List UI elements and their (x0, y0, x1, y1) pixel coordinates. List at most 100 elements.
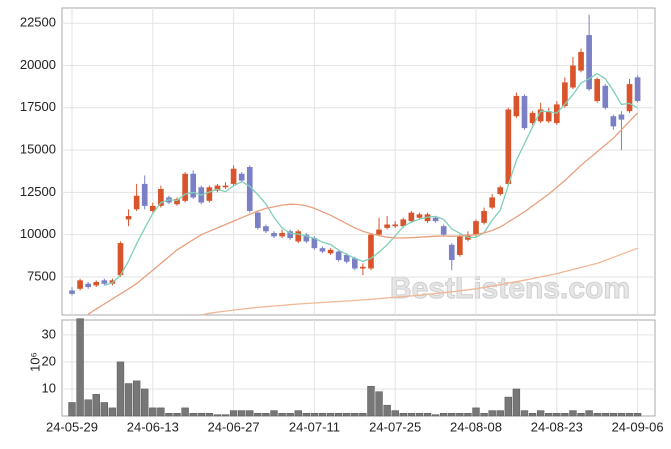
volume-panel (61, 319, 656, 417)
volume-bar (318, 413, 327, 417)
candle-body (279, 232, 285, 237)
candle-body (287, 231, 293, 239)
candle-body (206, 187, 213, 201)
x-tick-label: 24-06-27 (208, 419, 260, 434)
candle-body (610, 116, 617, 127)
volume-bar (84, 399, 92, 417)
candle-body (489, 197, 495, 208)
candle-body (505, 109, 512, 184)
volume-bar (124, 383, 133, 417)
candle-body (360, 266, 366, 269)
volume-bar (254, 413, 262, 417)
y-tick-label: 12500 (20, 184, 56, 199)
candle-body (626, 84, 633, 112)
volume-bar (302, 413, 311, 417)
volume-bar (367, 386, 375, 417)
volume-bar (326, 413, 335, 417)
x-tick-label: 24-08-23 (531, 419, 583, 434)
candle-body (602, 85, 609, 108)
volume-bar (383, 404, 391, 417)
volume-bar (415, 413, 424, 417)
candle-body (368, 234, 374, 269)
candle-body (432, 217, 439, 222)
volume-bar (504, 396, 513, 417)
volume-bar (593, 413, 601, 417)
candle-body (570, 65, 576, 88)
candle-body (271, 232, 277, 237)
volume-tick-label: 10 (42, 380, 56, 395)
volume-bar (569, 410, 577, 417)
candle-body (440, 226, 447, 235)
candle-body (392, 224, 399, 227)
volume-bar (278, 413, 286, 417)
x-tick-label: 24-07-11 (289, 419, 340, 434)
candle-body (263, 226, 269, 232)
volume-bar (553, 413, 561, 417)
volume-bar (237, 410, 246, 417)
moving-average-line (87, 112, 639, 315)
volume-bar (359, 413, 367, 417)
volume-bar (399, 413, 407, 417)
candle-body (255, 212, 261, 228)
volume-bar (141, 388, 149, 417)
candle-body (230, 168, 237, 184)
candle-body (69, 290, 75, 294)
y-tick-label: 22500 (20, 15, 56, 30)
volume-axis-label: 10⁶ (27, 352, 42, 372)
candle-body (335, 251, 342, 261)
x-tick-label: 24-05-29 (46, 419, 98, 434)
volume-bar (132, 380, 141, 417)
candle-body (311, 238, 318, 249)
candle-body (351, 258, 358, 269)
volume-bar (375, 391, 383, 417)
candle-body (133, 195, 140, 210)
volume-tick-label: 30 (42, 326, 56, 341)
candle-body (545, 111, 552, 122)
volume-bar (407, 413, 416, 417)
candle-body (158, 188, 164, 206)
candle-body (521, 95, 528, 129)
volume-bar (310, 413, 319, 417)
volume-bar (448, 413, 456, 417)
y-tick-label: 10000 (20, 226, 56, 241)
volume-bar (157, 407, 165, 417)
candle-body (448, 244, 455, 261)
candle-body (578, 51, 584, 71)
candle-body (400, 219, 407, 227)
candle-body (634, 77, 641, 102)
candle-body (190, 173, 197, 198)
candle-body (327, 249, 334, 254)
volume-bar (189, 413, 197, 417)
volume-bar (561, 413, 569, 417)
volume-bar (585, 410, 593, 417)
candle-body (125, 216, 132, 220)
candle-body (473, 221, 479, 235)
volume-bar (609, 413, 618, 417)
volume-bar (213, 414, 222, 417)
candle-body (182, 173, 188, 201)
volume-bar (270, 410, 278, 417)
volume-bar (197, 413, 205, 417)
candle-body (376, 229, 382, 235)
candle-body (618, 114, 625, 120)
volume-bar (116, 361, 125, 417)
candle-body (408, 212, 415, 222)
candle-body (343, 254, 350, 262)
moving-average-line (201, 247, 638, 316)
x-tick-label: 24-07-25 (369, 419, 421, 434)
volume-bar (229, 410, 238, 417)
y-tick-label: 7500 (27, 268, 56, 283)
volume-bar (423, 413, 432, 417)
volume-bar (528, 413, 537, 417)
x-tick-label: 24-06-13 (127, 419, 179, 434)
volume-bar (633, 413, 642, 417)
candle-body (101, 280, 108, 284)
candle-body (117, 243, 124, 276)
volume-bar (617, 413, 626, 417)
volume-bar (108, 407, 117, 417)
candle-body (85, 283, 91, 288)
candle-body (295, 231, 302, 242)
volume-bar (464, 413, 472, 417)
volume-bar (391, 410, 399, 417)
